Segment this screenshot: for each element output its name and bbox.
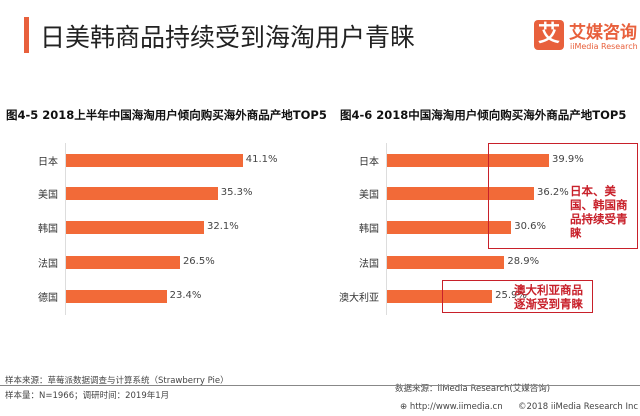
category-label: 韩国	[359, 224, 379, 235]
annotation-box-2	[442, 280, 593, 313]
chart-title-left: 图4-5 2018上半年中国海淘用户倾向购买海外商品产地TOP5	[6, 108, 327, 122]
globe-icon: ⊕	[400, 402, 408, 412]
url-text: http://www.iimedia.cn	[409, 402, 503, 412]
bar	[66, 187, 218, 200]
bar	[387, 187, 534, 200]
category-label: 美国	[359, 190, 379, 201]
bar	[387, 290, 493, 303]
category-label: 法国	[359, 259, 379, 270]
y-axis	[386, 143, 387, 315]
annotation-box-1	[488, 143, 638, 249]
copyright: ©2018 iiMedia Research Inc	[518, 402, 639, 412]
data-label: 26.5%	[182, 256, 215, 267]
footer-url[interactable]: ⊕ http://www.iimedia.cn	[400, 402, 503, 412]
category-label: 澳大利亚	[339, 293, 379, 304]
data-source: 数据来源：iiMedia Research(艾媒咨询)	[395, 384, 551, 394]
data-label: 32.1%	[207, 221, 239, 232]
title-accent-bar	[24, 17, 29, 53]
logo-en: iiMedia Research	[570, 42, 638, 51]
bar	[387, 154, 549, 167]
data-label: 28.9%	[507, 256, 540, 267]
data-label: 36.2%	[536, 187, 569, 198]
logo-mark: 艾	[534, 20, 564, 50]
y-axis	[65, 143, 66, 315]
bar	[387, 221, 512, 234]
data-label: 39.9%	[551, 154, 584, 165]
footer-divider	[0, 385, 640, 386]
category-label: 日本	[38, 157, 58, 168]
logo-cn: 艾媒咨询	[569, 23, 637, 43]
data-label: 41.1%	[245, 154, 278, 165]
sample-size: 样本量：N=1966；调研时间：2019年1月	[5, 391, 170, 401]
bar	[66, 154, 243, 167]
bar	[66, 256, 180, 269]
data-label: 23.4%	[169, 290, 202, 301]
annotation-text-2: 澳大利亚商品逐渐受到青睐	[514, 283, 583, 311]
category-label: 德国	[38, 293, 58, 304]
page-title: 日美韩商品持续受到海淘用户青睐	[40, 23, 416, 52]
bar	[66, 290, 167, 303]
category-label: 法国	[38, 259, 58, 270]
data-label: 25.9%	[495, 290, 527, 301]
chart-title-right: 图4-6 2018中国海淘用户倾向购买海外商品产地TOP5	[340, 108, 627, 122]
bar	[66, 221, 205, 234]
data-label: 30.6%	[514, 221, 547, 232]
data-label: 35.3%	[220, 187, 253, 198]
logo: 艾 艾媒咨询 iiMedia Research	[534, 18, 638, 60]
category-label: 美国	[38, 190, 58, 201]
category-label: 韩国	[38, 224, 58, 235]
annotation-text-1: 日本、美国、韩国商品持续受青睐	[570, 184, 628, 240]
bar	[387, 256, 505, 269]
category-label: 日本	[359, 157, 379, 168]
sample-source: 样本来源：草莓派数据调查与计算系统（Strawberry Pie）	[5, 376, 229, 386]
